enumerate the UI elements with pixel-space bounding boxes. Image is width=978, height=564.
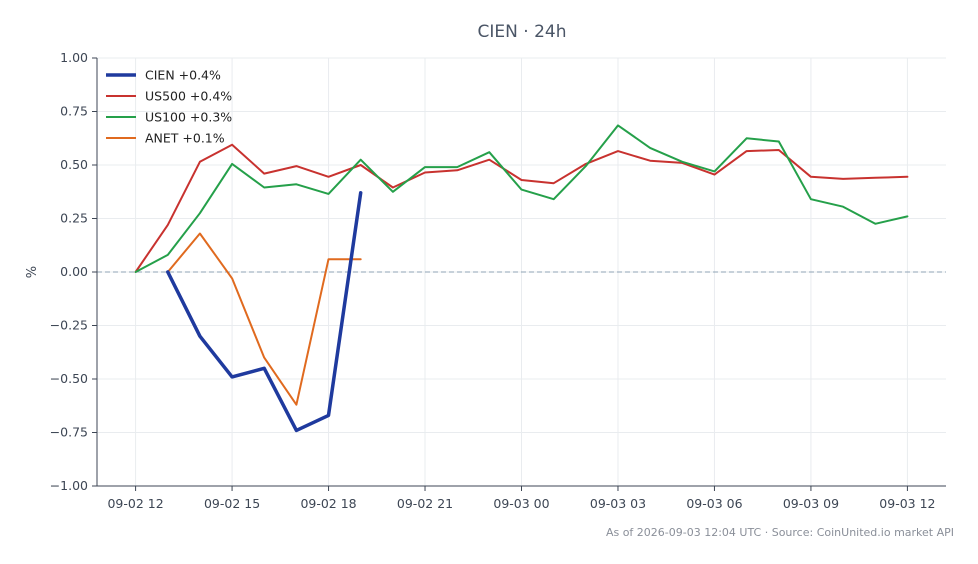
x-axis-ticks: 09-02 12 09-02 15 09-02 18 09-02 21 09-03 00… <box>107 486 936 511</box>
y-tick-label: 0.00 <box>60 264 88 279</box>
legend-label-cien: CIEN +0.4% <box>145 68 221 83</box>
x-tick-label: 09-02 12 <box>107 496 163 511</box>
x-tick-label: 09-02 18 <box>300 496 356 511</box>
y-tick-label: −0.75 <box>50 425 88 440</box>
y-tick-label: 0.25 <box>60 211 88 226</box>
series-lines <box>134 124 909 433</box>
legend-label-anet: ANET +0.1% <box>145 131 225 146</box>
series-line-anet <box>166 232 362 406</box>
legend[interactable]: CIEN +0.4% US500 +0.4% US100 +0.3% ANET +0.… <box>106 68 232 146</box>
y-axis-ticks: 1.00 0.75 0.50 0.25 0.00 −0.25 −0.50 −0.75 −1.00 <box>50 50 97 493</box>
source-footer: As of 2026-09-03 12:04 UTC · Source: Coi… <box>605 526 954 539</box>
y-tick-label: 1.00 <box>60 50 88 65</box>
x-tick-label: 09-03 03 <box>590 496 646 511</box>
x-tick-label: 09-03 09 <box>783 496 839 511</box>
series-line-cien <box>166 191 363 433</box>
x-tick-label: 09-03 00 <box>493 496 549 511</box>
legend-label-us100: US100 +0.3% <box>145 110 232 125</box>
series-line-us100 <box>134 124 909 273</box>
chart-title: CIEN · 24h <box>478 22 567 42</box>
series-line-us500 <box>134 143 909 273</box>
legend-label-us500: US500 +0.4% <box>145 89 232 104</box>
y-tick-label: 0.75 <box>60 104 88 119</box>
x-tick-label: 09-02 21 <box>397 496 453 511</box>
y-tick-label: 0.50 <box>60 157 88 172</box>
y-tick-label: −0.50 <box>50 371 88 386</box>
y-tick-label: −0.25 <box>50 318 88 333</box>
y-axis-label: % <box>25 266 40 278</box>
x-tick-label: 09-03 06 <box>686 496 742 511</box>
y-tick-label: −1.00 <box>50 478 88 493</box>
x-tick-label: 09-02 15 <box>204 496 260 511</box>
x-tick-label: 09-03 12 <box>879 496 935 511</box>
